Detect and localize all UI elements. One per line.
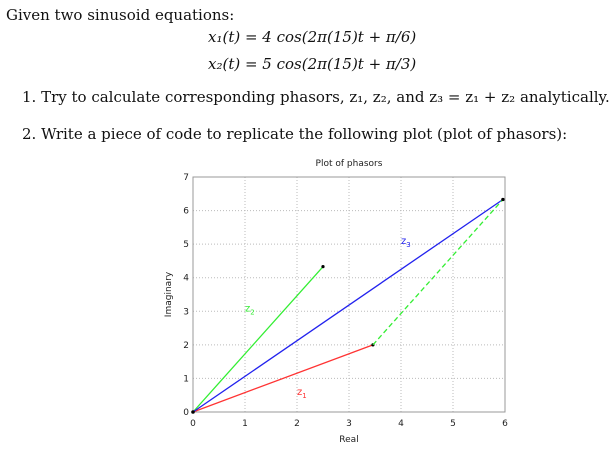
phasor-z2-shifted bbox=[372, 199, 504, 346]
y-tick-label: 5 bbox=[183, 240, 189, 250]
chart-title: Plot of phasors bbox=[316, 159, 383, 169]
equation-x2: x₂(t) = 5 cos(2π(15)t + π/3) bbox=[208, 55, 417, 73]
y-axis-label: Imaginary bbox=[164, 271, 174, 317]
y-tick-label: 2 bbox=[183, 341, 189, 351]
phasor-z1 bbox=[192, 344, 374, 413]
label-z1: z1 bbox=[297, 387, 307, 400]
x-tick-label: 1 bbox=[242, 419, 248, 429]
phasor-tip-dot bbox=[321, 265, 325, 269]
intro-text: Given two sinusoid equations: bbox=[6, 6, 235, 24]
x-tick-label: 4 bbox=[398, 419, 404, 429]
x-tick-label: 3 bbox=[346, 419, 352, 429]
origin-dot bbox=[191, 410, 195, 414]
task-1: 1. Try to calculate corresponding phasor… bbox=[22, 88, 610, 106]
x-axis-label: Real bbox=[339, 435, 358, 445]
x-tick-label: 6 bbox=[502, 419, 508, 429]
phasor-z2 bbox=[192, 266, 324, 413]
x-tick-label: 2 bbox=[294, 419, 300, 429]
y-tick-label: 7 bbox=[183, 173, 189, 183]
label-z2: z2 bbox=[245, 303, 255, 316]
y-tick-label: 1 bbox=[183, 374, 189, 384]
y-tick-label: 6 bbox=[183, 207, 189, 217]
label-z3: z3 bbox=[401, 236, 411, 249]
x-tick-label: 5 bbox=[450, 419, 456, 429]
task-2: 2. Write a piece of code to replicate th… bbox=[22, 125, 568, 143]
y-tick-label: 0 bbox=[183, 408, 189, 418]
phasor-z3 bbox=[192, 198, 504, 413]
phasor-tip-dot bbox=[501, 197, 505, 202]
plot-frame bbox=[192, 176, 506, 413]
equation-x1: x₁(t) = 4 cos(2π(15)t + π/6) bbox=[208, 28, 417, 46]
y-tick-label: 3 bbox=[183, 307, 189, 317]
y-tick-label: 4 bbox=[183, 274, 189, 284]
x-tick-label: 0 bbox=[190, 419, 196, 429]
